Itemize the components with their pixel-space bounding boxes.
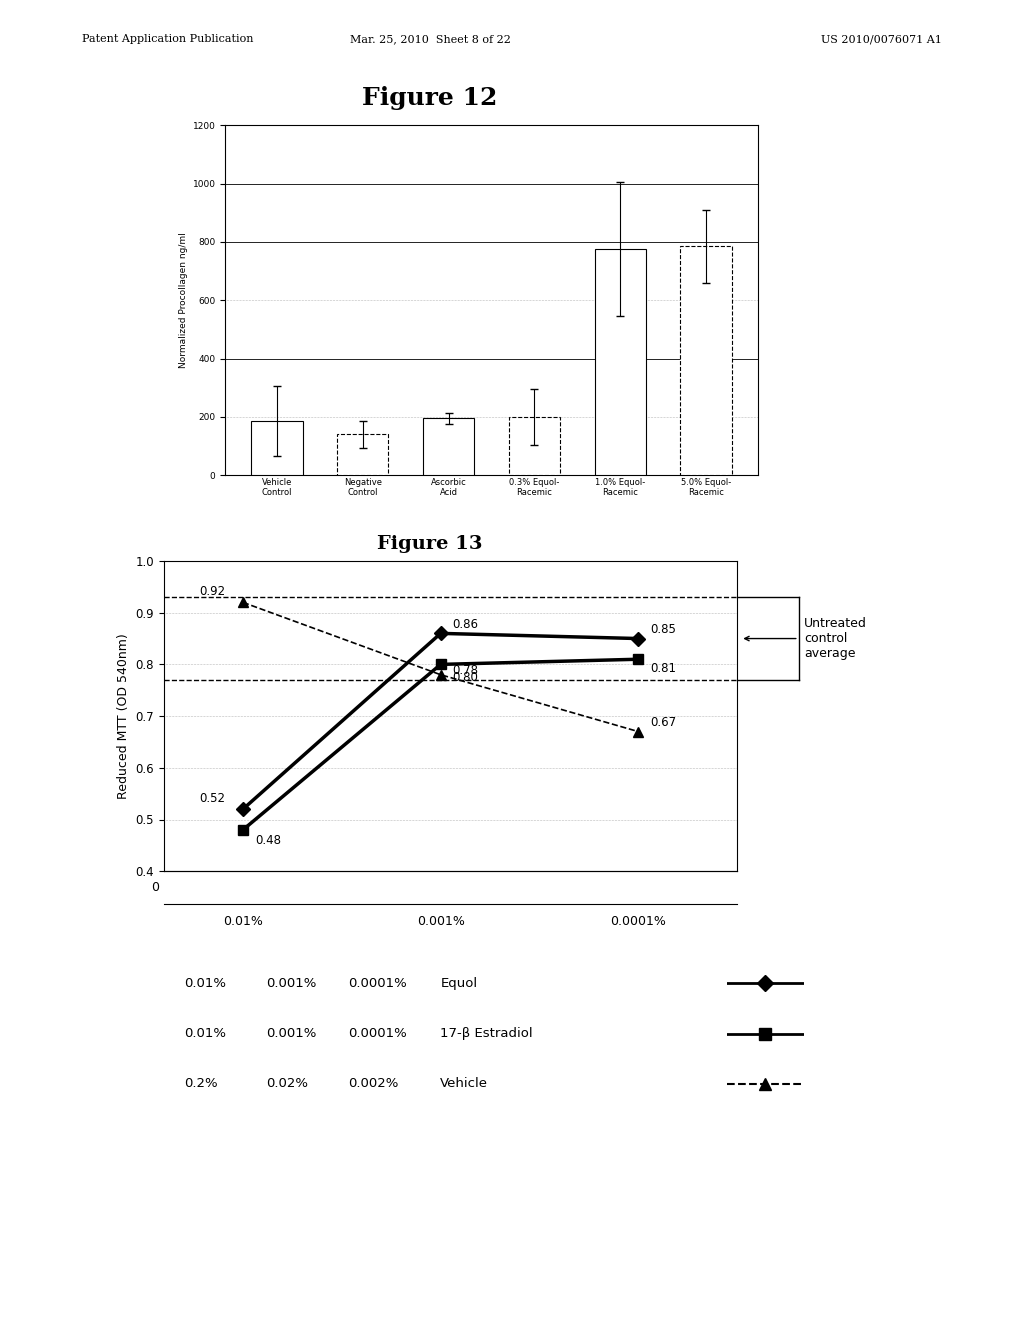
Text: 0.01%: 0.01% (184, 977, 226, 990)
Y-axis label: Normalized Procollagen ng/ml: Normalized Procollagen ng/ml (179, 232, 188, 368)
Bar (509, 417, 560, 475)
Text: 0.80: 0.80 (453, 671, 478, 684)
Text: 0.85: 0.85 (650, 623, 676, 636)
Text: 0.78: 0.78 (453, 664, 478, 677)
Text: 0.01%: 0.01% (223, 915, 263, 928)
Text: 0.01%: 0.01% (184, 1027, 226, 1040)
Text: 0: 0 (151, 882, 159, 894)
Text: 0.67: 0.67 (650, 715, 677, 729)
Text: 0.86: 0.86 (453, 618, 478, 631)
Text: 0.001%: 0.001% (266, 1027, 316, 1040)
Text: Figure 13: Figure 13 (377, 535, 483, 553)
Bar (681, 247, 732, 475)
Y-axis label: Reduced MTT (OD 540nm): Reduced MTT (OD 540nm) (117, 634, 130, 799)
Text: 17-β Estradiol: 17-β Estradiol (440, 1027, 532, 1040)
Text: 0.0001%: 0.0001% (348, 977, 407, 990)
Bar (423, 418, 474, 475)
Text: Untreated
control
average: Untreated control average (804, 616, 866, 660)
Text: 0.2%: 0.2% (184, 1077, 218, 1090)
Text: Patent Application Publication: Patent Application Publication (82, 34, 253, 45)
Text: 0.001%: 0.001% (266, 977, 316, 990)
Text: 0.0001%: 0.0001% (348, 1027, 407, 1040)
Text: 0.81: 0.81 (650, 661, 676, 675)
Bar (251, 421, 302, 475)
Text: Equol: Equol (440, 977, 477, 990)
Text: 0.52: 0.52 (200, 792, 225, 805)
Text: Figure 12: Figure 12 (362, 86, 498, 110)
Text: 0.002%: 0.002% (348, 1077, 398, 1090)
Text: 0.48: 0.48 (255, 834, 281, 847)
Bar (595, 249, 646, 475)
Text: US 2010/0076071 A1: US 2010/0076071 A1 (821, 34, 942, 45)
Text: 0.02%: 0.02% (266, 1077, 308, 1090)
Text: 0.92: 0.92 (200, 585, 225, 598)
Bar (337, 434, 388, 475)
Text: 0.0001%: 0.0001% (610, 915, 667, 928)
Text: 0.001%: 0.001% (417, 915, 465, 928)
Text: Vehicle: Vehicle (440, 1077, 488, 1090)
Text: Mar. 25, 2010  Sheet 8 of 22: Mar. 25, 2010 Sheet 8 of 22 (349, 34, 511, 45)
